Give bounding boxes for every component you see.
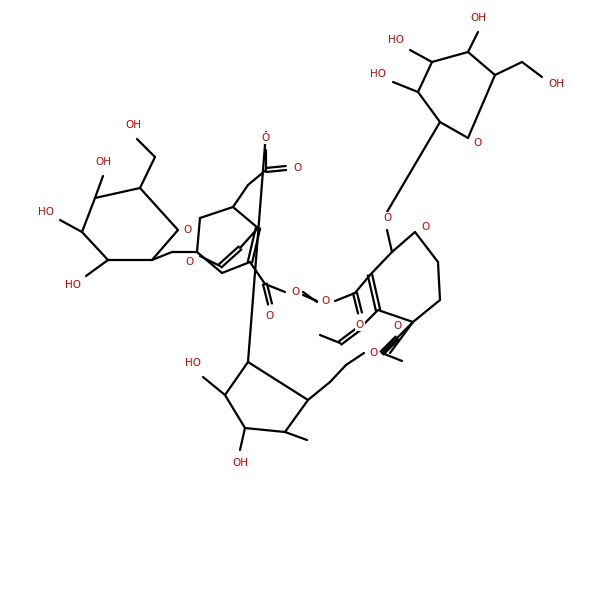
Text: OH: OH — [95, 157, 111, 167]
Text: O: O — [185, 257, 193, 267]
Text: O: O — [321, 296, 329, 306]
Text: OH: OH — [470, 13, 486, 23]
Text: O: O — [291, 287, 299, 297]
Text: HO: HO — [65, 280, 81, 290]
Text: O: O — [266, 311, 274, 321]
Text: OH: OH — [548, 79, 564, 89]
Text: HO: HO — [370, 69, 386, 79]
Text: O: O — [370, 348, 378, 358]
Text: O: O — [474, 138, 482, 148]
Text: HO: HO — [38, 207, 54, 217]
Text: O: O — [393, 321, 401, 331]
Text: O: O — [421, 222, 429, 232]
Text: OH: OH — [125, 120, 141, 130]
Text: O: O — [294, 163, 302, 173]
Text: HO: HO — [185, 358, 201, 368]
Text: O: O — [184, 225, 192, 235]
Text: HO: HO — [388, 35, 404, 45]
Text: O: O — [383, 213, 391, 223]
Text: O: O — [356, 320, 364, 330]
Text: O: O — [262, 133, 270, 143]
Text: OH: OH — [232, 458, 248, 468]
